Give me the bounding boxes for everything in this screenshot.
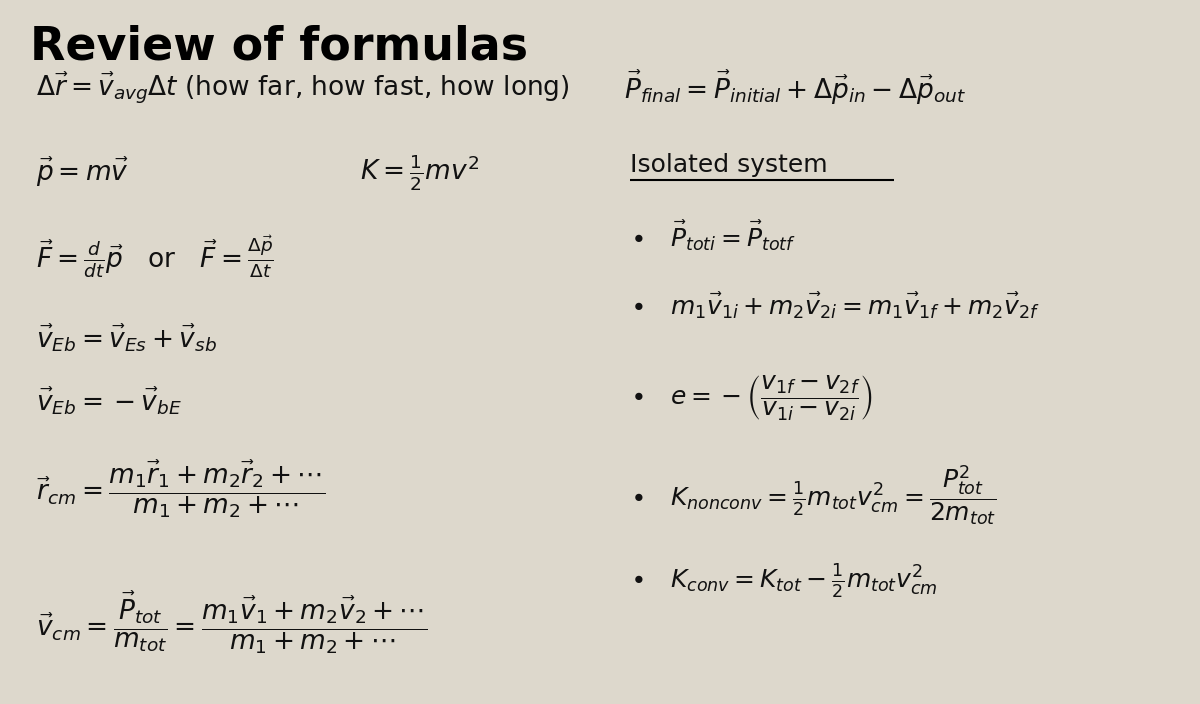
Text: $K = \frac{1}{2}mv^2$: $K = \frac{1}{2}mv^2$ — [360, 152, 479, 193]
Text: $\vec{v}_{Eb} = -\vec{v}_{bE}$: $\vec{v}_{Eb} = -\vec{v}_{bE}$ — [36, 385, 182, 417]
Text: $\Delta\vec{r} = \vec{v}_{avg}\Delta t$ (how far, how fast, how long): $\Delta\vec{r} = \vec{v}_{avg}\Delta t$ … — [36, 70, 570, 106]
Text: $\bullet\quad e = -\left(\dfrac{v_{1f}-v_{2f}}{v_{1i}-v_{2i}}\right)$: $\bullet\quad e = -\left(\dfrac{v_{1f}-v… — [630, 373, 874, 422]
Text: $\bullet\quad K_{nonconv} = \frac{1}{2}m_{tot}v_{cm}^{2} = \dfrac{P_{tot}^{2}}{2: $\bullet\quad K_{nonconv} = \frac{1}{2}m… — [630, 464, 996, 529]
Text: $\vec{v}_{Eb} = \vec{v}_{Es} + \vec{v}_{sb}$: $\vec{v}_{Eb} = \vec{v}_{Es} + \vec{v}_{… — [36, 322, 217, 354]
Text: $\vec{v}_{cm} = \dfrac{\vec{P}_{tot}}{m_{tot}} = \dfrac{m_1\vec{v}_1 + m_2\vec{v: $\vec{v}_{cm} = \dfrac{\vec{P}_{tot}}{m_… — [36, 590, 427, 656]
Text: $\vec{p} = m\vec{v}$: $\vec{p} = m\vec{v}$ — [36, 156, 128, 189]
Text: $\vec{r}_{cm} = \dfrac{m_1\vec{r}_1 + m_2\vec{r}_2 + \cdots}{m_1 + m_2 + \cdots}: $\vec{r}_{cm} = \dfrac{m_1\vec{r}_1 + m_… — [36, 458, 325, 520]
Text: Review of formulas: Review of formulas — [30, 25, 528, 70]
Text: $\bullet\quad\vec{P}_{toti} = \vec{P}_{totf}$: $\bullet\quad\vec{P}_{toti} = \vec{P}_{t… — [630, 219, 796, 253]
Text: $\vec{P}_{final} = \vec{P}_{initial} + \Delta\vec{p}_{in} - \Delta\vec{p}_{out}$: $\vec{P}_{final} = \vec{P}_{initial} + \… — [624, 69, 966, 107]
Text: Isolated system: Isolated system — [630, 153, 828, 177]
Text: $\vec{F} = \frac{d}{dt}\vec{p}$   or   $\vec{F} = \frac{\Delta\vec{p}}{\Delta t}: $\vec{F} = \frac{d}{dt}\vec{p}$ or $\vec… — [36, 234, 274, 280]
Text: $\bullet\quad m_1\vec{v}_{1i} + m_2\vec{v}_{2i} = m_1\vec{v}_{1f} + m_2\vec{v}_{: $\bullet\quad m_1\vec{v}_{1i} + m_2\vec{… — [630, 291, 1040, 321]
Text: $\bullet\quad K_{conv} = K_{tot} - \frac{1}{2}m_{tot}v_{cm}^{2}$: $\bullet\quad K_{conv} = K_{tot} - \frac… — [630, 562, 937, 600]
